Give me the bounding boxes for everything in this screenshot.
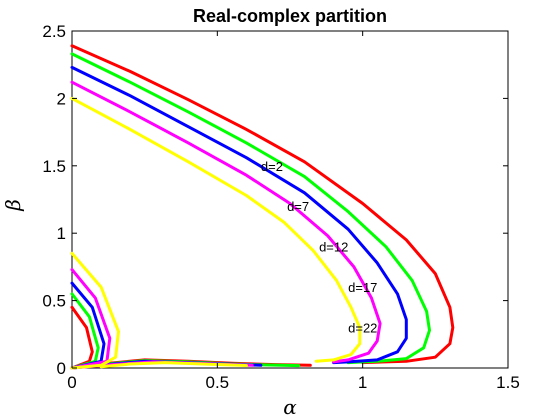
y-tick-label: 2.5 bbox=[42, 22, 66, 41]
y-tick-label: 2 bbox=[57, 89, 66, 108]
series-d=22-branch-1 bbox=[70, 96, 362, 363]
series-d=17-branch-2 bbox=[70, 268, 112, 370]
series-d=2-branch-1 bbox=[70, 44, 455, 365]
series-d=22-branch-3 bbox=[99, 361, 248, 369]
y-tick-label: 1 bbox=[57, 224, 66, 243]
axis-ticks: 0 0.5 1 1.5 0 0.5 1 1.5 2 2.5 bbox=[42, 22, 519, 392]
curves bbox=[70, 44, 455, 370]
curve-label-d=7: d=7 bbox=[287, 199, 309, 214]
series-d=12-branch-2 bbox=[70, 281, 106, 370]
curve-label-d=22: d=22 bbox=[348, 321, 377, 336]
x-tick-label: 1 bbox=[358, 373, 367, 392]
y-tick-label: 0.5 bbox=[42, 292, 66, 311]
curve-label-d=2: d=2 bbox=[261, 159, 283, 174]
plot-area bbox=[71, 30, 509, 369]
x-tick-label: 1.5 bbox=[496, 373, 520, 392]
plot-frame bbox=[71, 30, 509, 369]
y-axis-label: β bbox=[1, 199, 25, 212]
curve-label-d=12: d=12 bbox=[319, 240, 348, 255]
y-tick-label: 1.5 bbox=[42, 157, 66, 176]
x-axis-label: α bbox=[283, 395, 297, 419]
curve-labels: d=2 d=7 d=12 d=17 d=22 bbox=[261, 159, 377, 336]
series-d=17-branch-1 bbox=[70, 80, 382, 364]
curve-label-d=17: d=17 bbox=[348, 280, 377, 295]
y-tick-label: 0 bbox=[57, 359, 66, 378]
series-d=7-branch-2 bbox=[70, 292, 100, 370]
series-d=12-branch-1 bbox=[70, 65, 408, 365]
series-d=22-branch-2 bbox=[70, 251, 120, 370]
x-tick-label: 0 bbox=[67, 373, 76, 392]
x-tick-label: 0.5 bbox=[206, 373, 230, 392]
chart-title: Real-complex partition bbox=[193, 6, 387, 26]
series-d=7-branch-1 bbox=[70, 52, 431, 365]
